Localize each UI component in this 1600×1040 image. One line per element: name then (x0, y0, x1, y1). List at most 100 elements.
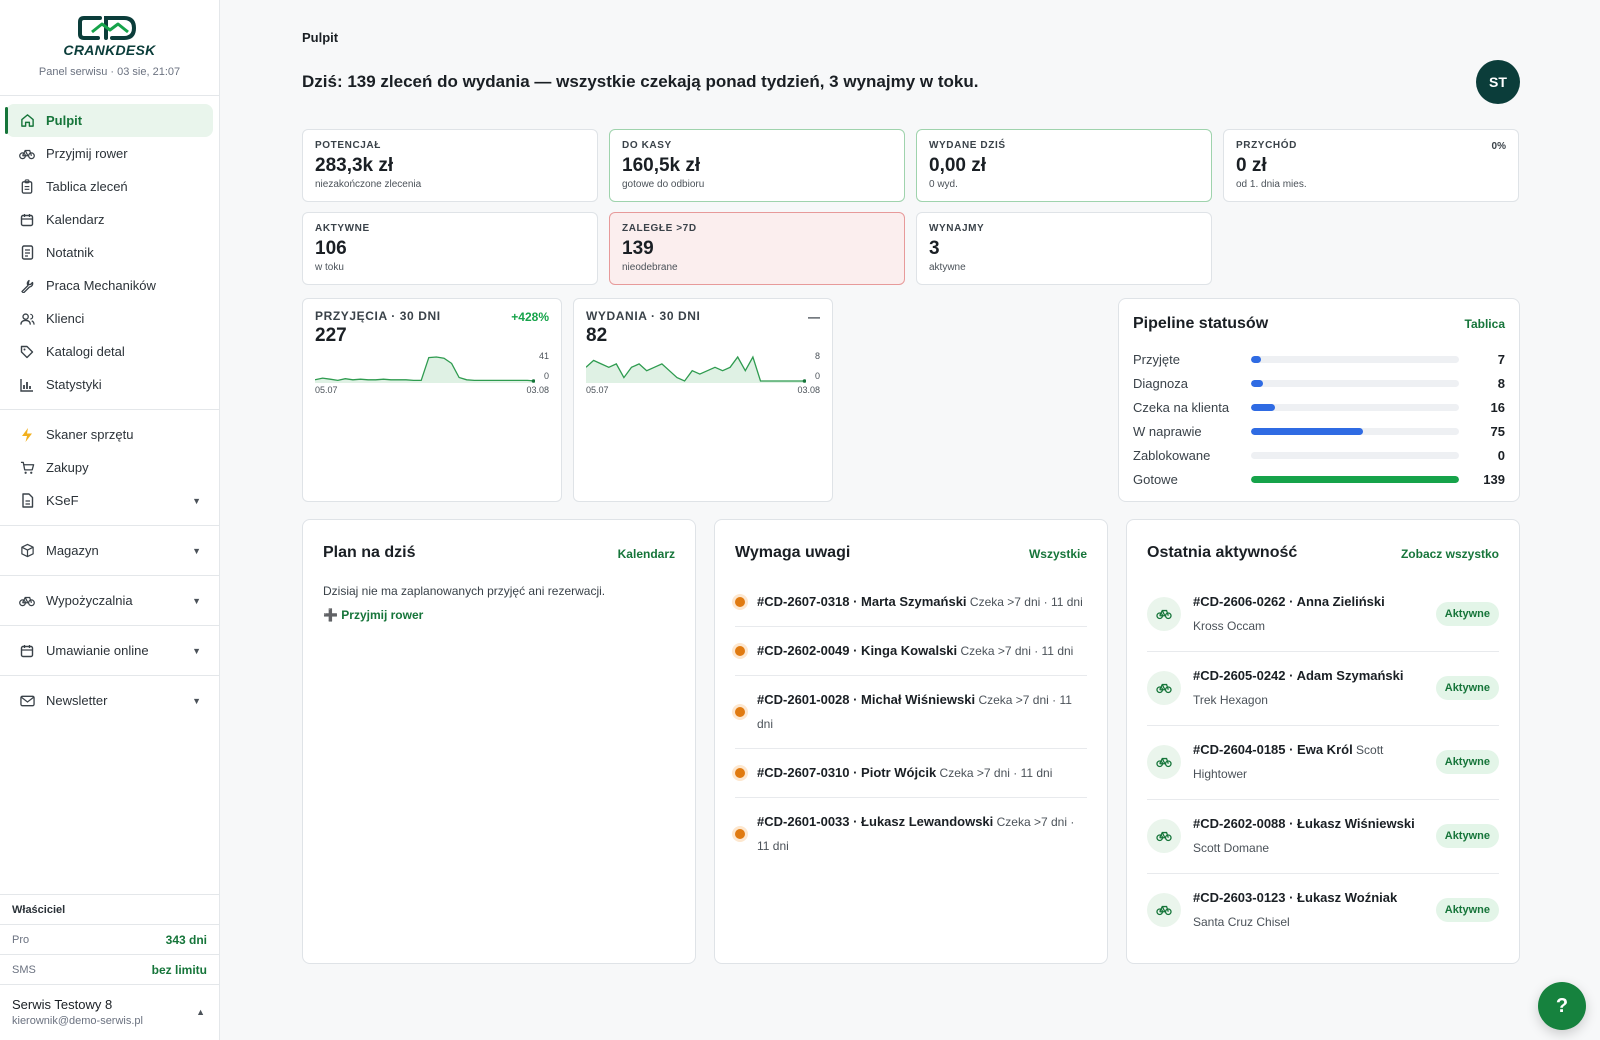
sidebar-group-magazyn[interactable]: Magazyn ▼ (6, 534, 213, 567)
main-nav: Pulpit Przyjmij rower Tablica zleceń Kal… (0, 96, 219, 717)
calendar-icon (18, 211, 36, 229)
pipeline-row[interactable]: Czeka na klienta 16 (1133, 397, 1505, 417)
brand-logo[interactable]: CRANKDESK (60, 16, 160, 58)
pipeline-track (1251, 379, 1459, 387)
kpi-label: AKTYWNE (315, 223, 370, 234)
warning-dot-icon (735, 829, 745, 839)
kpi-sub: niezakończone zlecenia (315, 179, 422, 190)
activity-panel: Ostatnia aktywność Zobacz wszystko #CD-2… (1126, 519, 1520, 964)
kpi-sub: w toku (315, 262, 344, 273)
sidebar-item-zakupy[interactable]: Zakupy (6, 451, 213, 484)
plan-link-kalendarz[interactable]: Kalendarz (617, 547, 675, 561)
nav-divider (0, 409, 219, 410)
kpi-card-zalegle[interactable]: ZALEGŁE >7D 139 nieodebrane (609, 212, 905, 285)
activity-item[interactable]: #CD-2606-0262 · Anna Zieliński Kross Occ… (1147, 578, 1499, 652)
attention-item[interactable]: #CD-2607-0310 · Piotr Wójcik Czeka >7 dn… (735, 749, 1087, 798)
order-ref: #CD-2604-0185 · Ewa Król (1193, 742, 1353, 757)
kpi-value: 283,3k zł (315, 155, 394, 176)
sidebar-item-praca-mechanikow[interactable]: Praca Mechaników (6, 269, 213, 302)
kpi-card-wynajmy[interactable]: WYNAJMY 3 aktywne (916, 212, 1212, 285)
warning-dot-icon (735, 768, 745, 778)
status-badge: Aktywne (1435, 676, 1499, 700)
kpi-card-potencjal[interactable]: POTENCJAŁ 283,3k zł niezakończone zlecen… (302, 129, 598, 202)
pipeline-row[interactable]: Gotowe 139 (1133, 469, 1505, 489)
sidebar-group-newsletter[interactable]: Newsletter ▼ (6, 684, 213, 717)
bike-icon (18, 145, 36, 163)
pipeline-row[interactable]: Przyjęte 7 (1133, 349, 1505, 369)
sidebar-item-label: Notatnik (46, 245, 94, 260)
pipeline-row[interactable]: W naprawie 75 (1133, 421, 1505, 441)
sidebar-item-tablica-zlecen[interactable]: Tablica zleceń (6, 170, 213, 203)
nav-divider (0, 625, 219, 626)
home-icon (18, 112, 36, 130)
bike-icon (1147, 893, 1181, 927)
breadcrumb: Pulpit (302, 30, 339, 45)
spark-card-przyjecia[interactable]: PRZYJĘCIA · 30 DNI +428% 227 41 0 05.07 … (302, 298, 562, 502)
bike-icon (1147, 745, 1181, 779)
status-badge: Aktywne (1435, 602, 1499, 626)
kpi-card-wydane-dzis[interactable]: WYDANE DZIŚ 0,00 zł 0 wyd. (916, 129, 1212, 202)
attention-link-all[interactable]: Wszystkie (1028, 547, 1087, 561)
sidebar-item-katalogi-detal[interactable]: Katalogi detal (6, 335, 213, 368)
activity-item[interactable]: #CD-2603-0123 · Łukasz Woźniak Santa Cru… (1147, 874, 1499, 948)
kpi-percent: 0% (1491, 141, 1506, 152)
activity-item[interactable]: #CD-2602-0088 · Łukasz Wiśniewski Scott … (1147, 800, 1499, 874)
activity-item[interactable]: #CD-2605-0242 · Adam Szymański Trek Hexa… (1147, 652, 1499, 726)
page-headline: Dziś: 139 zleceń do wydania — wszystkie … (302, 72, 979, 91)
sidebar-item-pulpit[interactable]: Pulpit (5, 104, 213, 137)
brand: CRANKDESK Panel serwisu · 03 sie, 21:07 (0, 0, 219, 96)
avatar[interactable]: ST (1476, 60, 1520, 104)
spark-date-end: 03.08 (797, 385, 820, 395)
activity-link-all[interactable]: Zobacz wszystko (1400, 547, 1499, 561)
chevron-down-icon: ▼ (192, 595, 201, 606)
sidebar-item-label: Tablica zleceń (46, 179, 128, 194)
order-meta: Czeka >7 dni · 11 dni (757, 693, 1072, 731)
user-menu[interactable]: Serwis Testowy 8 kierownik@demo-serwis.p… (0, 984, 219, 1040)
spark-card-wydania[interactable]: WYDANIA · 30 DNI — 82 8 0 05.07 03.08 (573, 298, 833, 502)
sidebar-group-wypozyczalnia[interactable]: Wypożyczalnia ▼ (6, 584, 213, 617)
pipeline-row[interactable]: Zablokowane 0 (1133, 445, 1505, 465)
bar-chart-icon (18, 376, 36, 394)
pipeline-row[interactable]: Diagnoza 8 (1133, 373, 1505, 393)
plan-label: Pro (12, 933, 30, 946)
pipeline-track (1251, 475, 1459, 483)
sidebar-item-przyjmij-rower[interactable]: Przyjmij rower (6, 137, 213, 170)
activity-title: Ostatnia aktywność (1147, 544, 1298, 561)
pipeline-bar (1251, 403, 1275, 411)
chevron-down-icon: ▼ (192, 645, 201, 656)
activity-item[interactable]: #CD-2604-0185 · Ewa Król Scott Hightower… (1147, 726, 1499, 800)
kpi-card-przychod[interactable]: PRZYCHÓD 0% 0 zł od 1. dnia mies. (1223, 129, 1519, 202)
sidebar-footer: Właściciel Pro 343 dni SMS bez limitu Se… (0, 894, 219, 1040)
order-meta: Czeka >7 dni · 11 dni (939, 766, 1053, 780)
plan-value: 343 dni (165, 932, 207, 947)
status-badge: Aktywne (1435, 750, 1499, 774)
order-meta: Czeka >7 dni · 11 dni (969, 595, 1083, 609)
attention-item[interactable]: #CD-2602-0049 · Kinga Kowalski Czeka >7 … (735, 627, 1087, 676)
order-ref: #CD-2607-0310 · Piotr Wójcik (757, 765, 937, 780)
sidebar-item-skaner-sprzetu[interactable]: Skaner sprzętu (6, 418, 213, 451)
sidebar-group-umawianie-online[interactable]: Umawianie online ▼ (6, 634, 213, 667)
add-bike-link[interactable]: ➕ Przyjmij rower (323, 608, 424, 622)
pipeline-row-value: 8 (1497, 375, 1505, 391)
sparkline-area (586, 357, 806, 383)
user-role: Właściciel (12, 903, 66, 916)
sparkline-chart (315, 356, 535, 383)
sidebar-item-statystyki[interactable]: Statystyki (6, 368, 213, 401)
pipeline-row-label: Diagnoza (1133, 375, 1188, 391)
spark-label: WYDANIA · 30 DNI (586, 309, 701, 323)
sidebar-item-notatnik[interactable]: Notatnik (6, 236, 213, 269)
kpi-sub: gotowe do odbioru (622, 179, 705, 190)
sidebar-item-ksef[interactable]: KSeF ▼ (6, 484, 213, 517)
attention-item[interactable]: #CD-2601-0028 · Michał Wiśniewski Czeka … (735, 676, 1087, 749)
kpi-card-do-kasy[interactable]: DO KASY 160,5k zł gotowe do odbioru (609, 129, 905, 202)
pipeline-bar (1251, 427, 1364, 435)
order-ref: #CD-2603-0123 · Łukasz Woźniak (1193, 890, 1398, 905)
help-button[interactable]: ? (1538, 982, 1586, 1030)
warning-dot-icon (735, 707, 745, 717)
pipeline-link-tablica[interactable]: Tablica (1464, 317, 1505, 331)
sidebar-item-klienci[interactable]: Klienci (6, 302, 213, 335)
kpi-card-aktywne[interactable]: AKTYWNE 106 w toku (302, 212, 598, 285)
attention-item[interactable]: #CD-2601-0033 · Łukasz Lewandowski Czeka… (735, 798, 1087, 870)
attention-item[interactable]: #CD-2607-0318 · Marta Szymański Czeka >7… (735, 578, 1087, 627)
sidebar-item-kalendarz[interactable]: Kalendarz (6, 203, 213, 236)
